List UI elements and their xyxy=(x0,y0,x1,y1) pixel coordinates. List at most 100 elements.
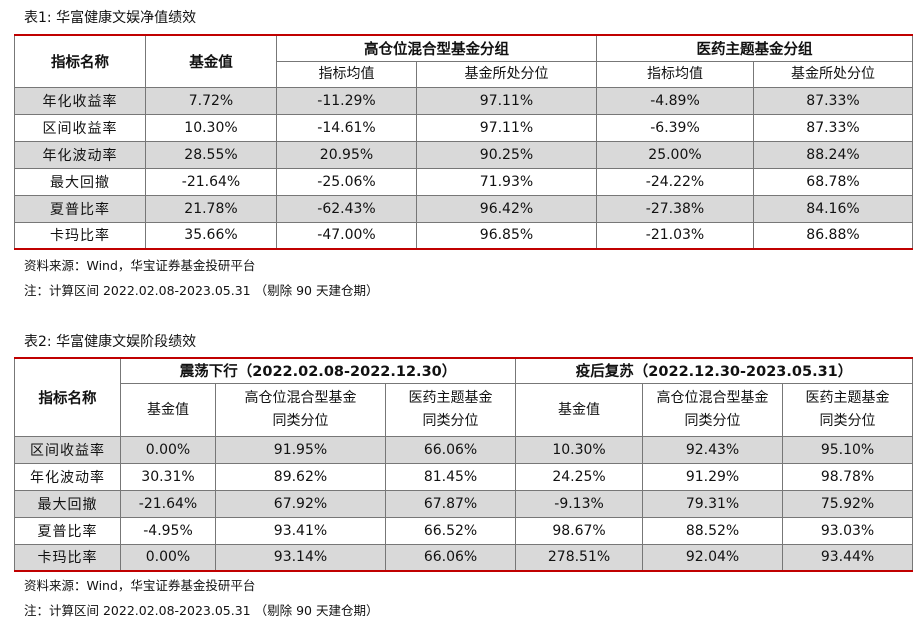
cell-group-a-average: 20.95% xyxy=(276,140,417,169)
cell-period-b-mixed: 92.43% xyxy=(642,435,784,464)
cell-period-a-fund: 0.00% xyxy=(120,543,216,572)
cell-group-a-average: -25.06% xyxy=(276,167,417,196)
header-metric-name: 指标名称 xyxy=(14,34,146,88)
cell-period-a-fund: -4.95% xyxy=(120,516,216,545)
row-label: 年化收益率 xyxy=(14,86,146,115)
cell-fund-value: 28.55% xyxy=(145,140,277,169)
table-row: 夏普比率 21.78% -62.43% 96.42% -27.38% 84.16… xyxy=(14,194,913,223)
cell-group-b-percentile: 84.16% xyxy=(753,194,913,223)
table-row: 卡玛比率 35.66% -47.00% 96.85% -21.03% 86.88… xyxy=(14,221,913,250)
row-label: 卡玛比率 xyxy=(14,543,121,572)
header-group-b-percentile: 基金所处分位 xyxy=(753,60,913,88)
table-row: 年化收益率 7.72% -11.29% 97.11% -4.89% 87.33% xyxy=(14,86,913,115)
cell-period-b-fund: 24.25% xyxy=(515,462,644,491)
header-group-b-average: 指标均值 xyxy=(596,60,754,88)
fund-stage-performance-table: 指标名称 震荡下行（2022.02.08-2022.12.30） 疫后复苏（20… xyxy=(14,357,914,572)
cell-group-a-percentile: 96.85% xyxy=(416,221,597,250)
cell-period-b-fund: 98.67% xyxy=(515,516,644,545)
cell-period-b-pharma: 93.03% xyxy=(782,516,914,545)
cell-period-b-mixed: 92.04% xyxy=(642,543,784,572)
header-period-b-mixed-percentile: 高仓位混合型基金 同类分位 xyxy=(642,382,784,437)
cell-group-a-average: -11.29% xyxy=(276,86,417,115)
header-percentile-line2: 同类分位 xyxy=(819,412,876,429)
row-label: 夏普比率 xyxy=(14,516,121,545)
cell-group-b-average: -21.03% xyxy=(596,221,754,250)
cell-group-a-percentile: 97.11% xyxy=(416,113,597,142)
header-period-recovery: 疫后复苏（2022.12.30-2023.05.31） xyxy=(515,357,914,384)
cell-fund-value: 7.72% xyxy=(145,86,277,115)
row-label: 夏普比率 xyxy=(14,194,146,223)
cell-period-a-pharma: 66.06% xyxy=(384,435,517,464)
cell-period-b-fund: 278.51% xyxy=(515,543,644,572)
header-period-b-pharma-percentile: 医药主题基金 同类分位 xyxy=(782,382,914,437)
header-period-a-fund-value: 基金值 xyxy=(120,382,216,437)
cell-period-b-pharma: 98.78% xyxy=(782,462,914,491)
cell-group-a-percentile: 90.25% xyxy=(416,140,597,169)
cell-group-b-average: -4.89% xyxy=(596,86,754,115)
header-percentile-line2: 同类分位 xyxy=(422,412,479,429)
table-row: 年化波动率 30.31% 89.62% 81.45% 24.25% 91.29%… xyxy=(14,462,914,491)
header-period-b-fund-value: 基金值 xyxy=(515,382,644,437)
table1-period-note: 注：计算区间 2022.02.08-2023.05.31 （剔除 90 天建仓期… xyxy=(24,283,379,298)
header-fund-value: 基金值 xyxy=(145,34,277,88)
cell-group-b-percentile: 88.24% xyxy=(753,140,913,169)
table-row: 区间收益率 0.00% 91.95% 66.06% 10.30% 92.43% … xyxy=(14,435,914,464)
cell-period-a-mixed: 89.62% xyxy=(215,462,386,491)
header-mixed-line1: 高仓位混合型基金 xyxy=(244,389,357,406)
cell-period-b-mixed: 79.31% xyxy=(642,489,784,518)
row-label: 年化波动率 xyxy=(14,140,146,169)
cell-period-a-pharma: 81.45% xyxy=(384,462,517,491)
cell-group-a-average: -62.43% xyxy=(276,194,417,223)
cell-fund-value: 21.78% xyxy=(145,194,277,223)
cell-group-b-percentile: 87.33% xyxy=(753,113,913,142)
cell-period-a-mixed: 91.95% xyxy=(215,435,386,464)
cell-period-a-fund: 30.31% xyxy=(120,462,216,491)
table1-source-note: 资料来源：Wind，华宝证券基金投研平台 xyxy=(24,258,256,273)
cell-group-a-average: -14.61% xyxy=(276,113,417,142)
table-row: 最大回撤 -21.64% -25.06% 71.93% -24.22% 68.7… xyxy=(14,167,913,196)
table2-period-note: 注：计算区间 2022.02.08-2023.05.31 （剔除 90 天建仓期… xyxy=(24,603,379,618)
cell-period-b-pharma: 93.44% xyxy=(782,543,914,572)
table-row: 区间收益率 10.30% -14.61% 97.11% -6.39% 87.33… xyxy=(14,113,913,142)
cell-period-b-fund: 10.30% xyxy=(515,435,644,464)
header-pharma-theme-group: 医药主题基金分组 xyxy=(596,34,913,62)
row-label: 区间收益率 xyxy=(14,113,146,142)
row-label: 最大回撤 xyxy=(14,489,121,518)
header-percentile-line2: 同类分位 xyxy=(272,412,329,429)
table-row: 年化波动率 28.55% 20.95% 90.25% 25.00% 88.24% xyxy=(14,140,913,169)
header-pharma-line1: 医药主题基金 xyxy=(805,389,890,406)
header-period-a-pharma-percentile: 医药主题基金 同类分位 xyxy=(384,382,517,437)
table2-source-note: 资料来源：Wind，华宝证券基金投研平台 xyxy=(24,578,256,593)
cell-group-a-percentile: 71.93% xyxy=(416,167,597,196)
cell-group-b-average: -27.38% xyxy=(596,194,754,223)
cell-group-b-average: -6.39% xyxy=(596,113,754,142)
table-row: 最大回撤 -21.64% 67.92% 67.87% -9.13% 79.31%… xyxy=(14,489,914,518)
table2-caption: 表2: 华富健康文娱阶段绩效 xyxy=(24,334,197,350)
header-period-decline: 震荡下行（2022.02.08-2022.12.30） xyxy=(119,357,517,384)
cell-period-b-mixed: 88.52% xyxy=(642,516,784,545)
header-group-a-percentile: 基金所处分位 xyxy=(416,60,597,88)
row-label: 年化波动率 xyxy=(14,462,121,491)
cell-group-a-percentile: 97.11% xyxy=(416,86,597,115)
cell-group-a-average: -47.00% xyxy=(276,221,417,250)
cell-period-a-fund: 0.00% xyxy=(120,435,216,464)
header-mixed-line1: 高仓位混合型基金 xyxy=(656,389,769,406)
cell-period-a-mixed: 93.14% xyxy=(215,543,386,572)
table1-caption: 表1: 华富健康文娱净值绩效 xyxy=(24,10,197,26)
cell-group-a-percentile: 96.42% xyxy=(416,194,597,223)
cell-period-b-pharma: 75.92% xyxy=(782,489,914,518)
table-row: 夏普比率 -4.95% 93.41% 66.52% 98.67% 88.52% … xyxy=(14,516,914,545)
cell-period-a-mixed: 67.92% xyxy=(215,489,386,518)
cell-fund-value: -21.64% xyxy=(145,167,277,196)
header-pharma-line1: 医药主题基金 xyxy=(408,389,493,406)
cell-period-a-pharma: 66.06% xyxy=(384,543,517,572)
row-label: 区间收益率 xyxy=(14,435,121,464)
cell-group-b-percentile: 87.33% xyxy=(753,86,913,115)
header-metric-name: 指标名称 xyxy=(14,357,121,437)
fund-nav-performance-table: 指标名称 基金值 高仓位混合型基金分组 医药主题基金分组 指标均值 基金所处分位… xyxy=(14,34,913,250)
header-percentile-line2: 同类分位 xyxy=(684,412,741,429)
row-label: 卡玛比率 xyxy=(14,221,146,250)
cell-period-a-pharma: 67.87% xyxy=(384,489,517,518)
cell-fund-value: 35.66% xyxy=(145,221,277,250)
table-row: 卡玛比率 0.00% 93.14% 66.06% 278.51% 92.04% … xyxy=(14,543,914,572)
